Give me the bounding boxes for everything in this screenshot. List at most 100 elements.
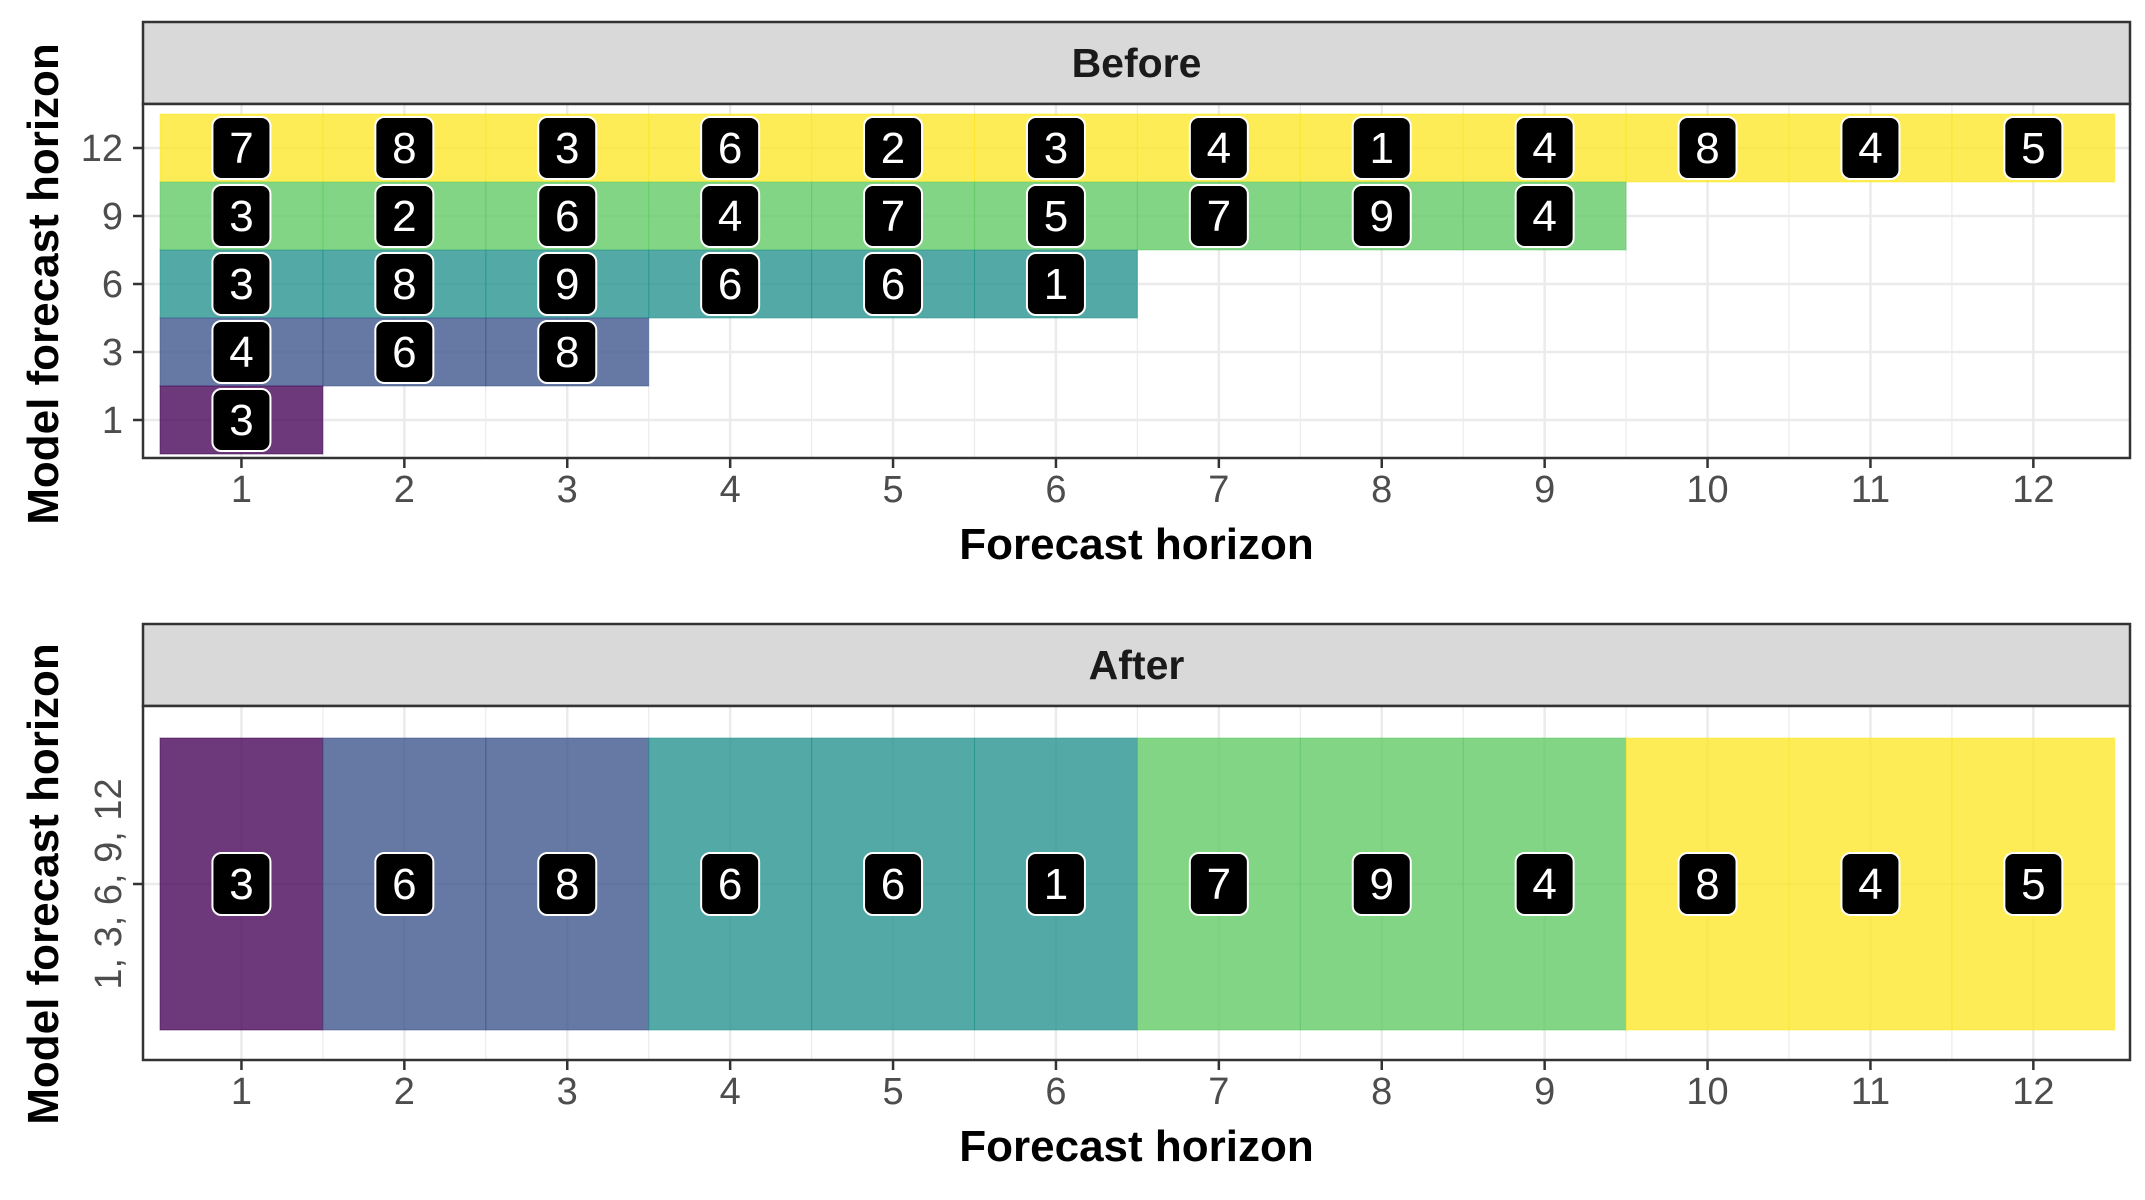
value-label: 4 (1858, 124, 1882, 173)
panel-border (141, 102, 2132, 460)
value-label: 1 (1044, 260, 1068, 309)
value-label: 4 (718, 192, 742, 241)
value-label: 4 (229, 328, 253, 377)
value-label-bg (537, 116, 598, 180)
value-label-bg (2003, 116, 2064, 180)
value-label-bg (1677, 852, 1738, 916)
x-tick-label: 8 (1371, 1071, 1392, 1113)
value-label-bg (1351, 116, 1412, 180)
value-label-bg (863, 252, 924, 316)
x-tick-label: 1 (231, 469, 252, 511)
value-label: 5 (2021, 124, 2045, 173)
value-label: 1 (1044, 860, 1068, 909)
value-label-bg (374, 252, 435, 316)
value-label: 2 (392, 192, 416, 241)
value-label-bg (700, 116, 761, 180)
value-label: 8 (1695, 124, 1719, 173)
value-label-bg (211, 852, 272, 916)
value-label: 5 (2021, 860, 2045, 909)
x-tick-label: 2 (394, 469, 415, 511)
value-label: 4 (1207, 124, 1231, 173)
value-label: 4 (1858, 860, 1882, 909)
y-tick-label: 9 (102, 196, 123, 238)
x-tick-label: 1 (231, 1071, 252, 1113)
value-label-bg (1351, 852, 1412, 916)
value-label-bg (211, 184, 272, 248)
x-tick-label: 5 (882, 1071, 903, 1113)
value-label: 6 (881, 860, 905, 909)
x-tick-label: 11 (1851, 469, 1890, 511)
value-label-bg (1840, 852, 1901, 916)
value-label-bg (1188, 116, 1249, 180)
value-label-bg (863, 116, 924, 180)
value-label: 3 (555, 124, 579, 173)
value-label: 8 (555, 860, 579, 909)
tiles (159, 737, 2116, 1031)
value-label-bg (1188, 184, 1249, 248)
value-label: 6 (881, 260, 905, 309)
value-label: 8 (555, 328, 579, 377)
value-label-bg (374, 184, 435, 248)
value-label-bg (2003, 852, 2064, 916)
y-axis: 1, 3, 6, 9, 12 Model forecast horizon (19, 643, 143, 1125)
value-label-bg (1677, 116, 1738, 180)
x-tick-label: 6 (1045, 469, 1066, 511)
value-label: 9 (1370, 860, 1394, 909)
value-label: 6 (392, 328, 416, 377)
value-label-bg (700, 184, 761, 248)
panel-title: Before (1072, 40, 1202, 86)
value-label: 1 (1370, 124, 1394, 173)
x-tick-label: 7 (1208, 1071, 1229, 1113)
value-label-bg (537, 320, 598, 384)
value-label-bg (1025, 116, 1086, 180)
value-label-bg (374, 852, 435, 916)
value-label: 7 (229, 124, 253, 173)
value-label: 7 (1207, 860, 1231, 909)
value-label: 6 (718, 860, 742, 909)
value-label: 3 (229, 192, 253, 241)
value-label-bg (211, 388, 272, 452)
x-tick-label: 8 (1371, 469, 1392, 511)
value-labels: 7 8 3 6 2 3 4 1 4 8 4 5 3 2 6 4 7 5 7 9 4 3 8 9 6 6 1 4 6 8 3 (211, 116, 2064, 452)
x-axis-title: Forecast horizon (959, 1122, 1314, 1171)
x-tick-label: 10 (1686, 469, 1728, 511)
x-tick-label: 3 (557, 1071, 578, 1113)
value-label-bg (537, 184, 598, 248)
value-label-bg (1351, 184, 1412, 248)
value-label: 6 (718, 124, 742, 173)
panel-strip (141, 20, 2132, 106)
y-tick-label: 1, 3, 6, 9, 12 (88, 778, 130, 989)
value-label: 4 (1532, 192, 1556, 241)
value-label-bg (1514, 852, 1575, 916)
value-label-bg (374, 116, 435, 180)
x-tick-label: 6 (1045, 1071, 1066, 1113)
value-label: 4 (1532, 860, 1556, 909)
value-label-bg (1025, 252, 1086, 316)
value-label: 6 (555, 192, 579, 241)
value-label: 9 (555, 260, 579, 309)
y-tick-label: 3 (102, 332, 123, 374)
value-label-bg (1840, 116, 1901, 180)
value-label-bg (1514, 184, 1575, 248)
value-label-bg (1025, 852, 1086, 916)
value-label: 6 (718, 260, 742, 309)
x-tick-label: 10 (1686, 1071, 1728, 1113)
x-tick-label: 4 (720, 1071, 741, 1113)
value-labels: 3 6 8 6 6 1 7 9 4 8 4 5 (211, 852, 2064, 916)
value-label-bg (537, 852, 598, 916)
x-tick-label: 12 (2012, 1071, 2054, 1113)
x-tick-label: 4 (720, 469, 741, 511)
y-tick-label: 1 (102, 400, 123, 442)
value-label-bg (700, 252, 761, 316)
value-label-bg (1514, 116, 1575, 180)
value-label: 8 (1695, 860, 1719, 909)
value-label-bg (1025, 184, 1086, 248)
value-label: 8 (392, 124, 416, 173)
y-tick-label: 6 (102, 264, 123, 306)
value-label: 6 (392, 860, 416, 909)
y-tick-label: 12 (81, 128, 123, 170)
x-tick-label: 12 (2012, 469, 2054, 511)
